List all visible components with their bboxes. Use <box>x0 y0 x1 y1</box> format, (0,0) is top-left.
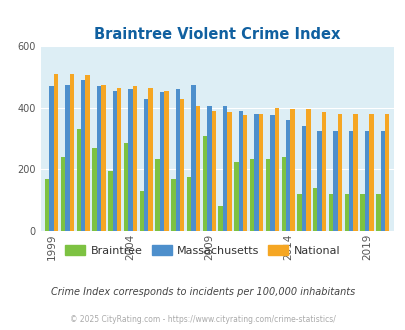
Bar <box>171 179 175 231</box>
Bar <box>337 114 341 231</box>
Bar <box>45 179 49 231</box>
Bar <box>368 114 373 231</box>
Bar <box>179 99 184 231</box>
Bar <box>117 88 121 231</box>
Bar <box>312 188 317 231</box>
Bar <box>112 91 117 231</box>
Bar <box>243 115 247 231</box>
Bar <box>227 113 231 231</box>
Bar <box>258 114 262 231</box>
Bar <box>139 191 144 231</box>
Bar <box>285 120 290 231</box>
Bar <box>144 99 148 231</box>
Bar <box>85 76 90 231</box>
Bar <box>281 157 285 231</box>
Bar <box>202 136 207 231</box>
Bar <box>249 159 254 231</box>
Bar <box>321 113 326 231</box>
Bar <box>49 86 54 231</box>
Bar <box>108 171 112 231</box>
Bar <box>160 92 164 231</box>
Bar <box>186 177 191 231</box>
Bar <box>128 89 132 231</box>
Bar <box>305 109 310 231</box>
Bar <box>191 85 195 231</box>
Bar <box>364 131 368 231</box>
Legend: Braintree, Massachusetts, National: Braintree, Massachusetts, National <box>61 241 344 260</box>
Bar <box>375 194 379 231</box>
Bar <box>234 162 238 231</box>
Bar <box>222 106 227 231</box>
Bar <box>69 74 74 231</box>
Bar <box>333 131 337 231</box>
Bar <box>301 126 305 231</box>
Bar <box>164 91 168 231</box>
Bar <box>77 129 81 231</box>
Title: Braintree Violent Crime Index: Braintree Violent Crime Index <box>94 27 339 42</box>
Bar <box>92 148 96 231</box>
Bar <box>328 194 333 231</box>
Bar <box>265 159 270 231</box>
Bar <box>175 89 179 231</box>
Text: © 2025 CityRating.com - https://www.cityrating.com/crime-statistics/: © 2025 CityRating.com - https://www.city… <box>70 315 335 324</box>
Bar <box>270 115 274 231</box>
Bar <box>317 131 321 231</box>
Text: Crime Index corresponds to incidents per 100,000 inhabitants: Crime Index corresponds to incidents per… <box>51 287 354 297</box>
Bar <box>155 159 160 231</box>
Bar <box>96 86 101 231</box>
Bar <box>124 143 128 231</box>
Bar <box>384 114 388 231</box>
Bar <box>238 111 243 231</box>
Bar <box>65 85 69 231</box>
Bar <box>61 157 65 231</box>
Bar <box>296 194 301 231</box>
Bar <box>101 85 105 231</box>
Bar <box>195 106 200 231</box>
Bar <box>353 114 357 231</box>
Bar <box>218 206 222 231</box>
Bar <box>348 131 353 231</box>
Bar <box>379 131 384 231</box>
Bar <box>148 88 153 231</box>
Bar <box>81 80 85 231</box>
Bar <box>207 106 211 231</box>
Bar <box>360 194 364 231</box>
Bar <box>132 86 137 231</box>
Bar <box>344 194 348 231</box>
Bar <box>54 74 58 231</box>
Bar <box>211 111 215 231</box>
Bar <box>274 108 278 231</box>
Bar <box>290 109 294 231</box>
Bar <box>254 114 258 231</box>
